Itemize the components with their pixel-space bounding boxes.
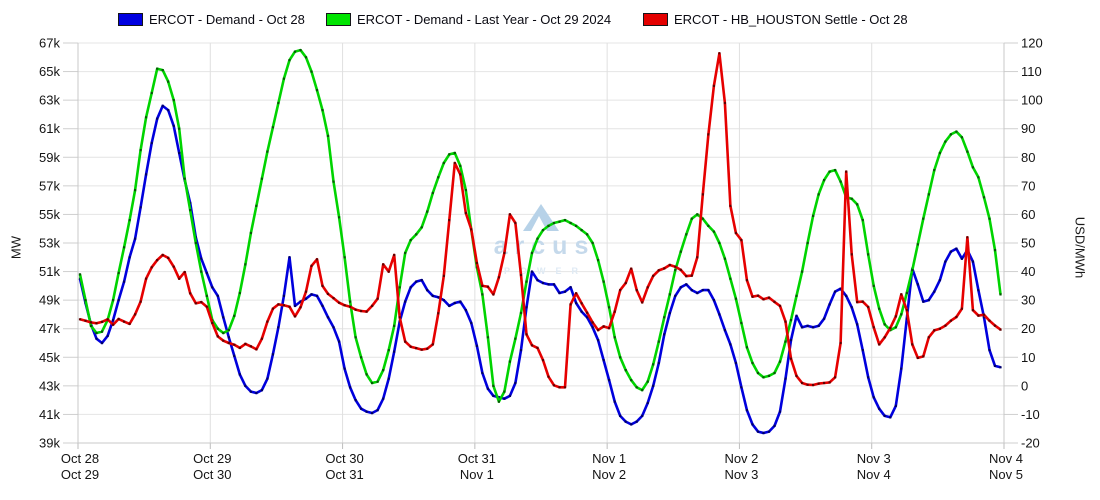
- x-axis-date-row2: Nov 3: [724, 467, 758, 482]
- x-axis-date-row2: Oct 31: [325, 467, 363, 482]
- series-point-markers: [78, 104, 1002, 435]
- x-axis-date-row2: Nov 1: [460, 467, 494, 482]
- y-axis-tick-right: 10: [1021, 350, 1035, 365]
- y-axis-tick-left: 45k: [39, 350, 60, 365]
- y-axis-tick-right: -10: [1021, 407, 1040, 422]
- y-axis-tick-right: -20: [1021, 436, 1040, 451]
- legend-item-houston-settle[interactable]: ERCOT - HB_HOUSTON Settle - Oct 28: [643, 12, 908, 27]
- y-axis-tick-left: 65k: [39, 64, 60, 79]
- series-ercot-hb-houston-settle-oct-28: [78, 51, 1002, 389]
- y-axis-tick-right: 50: [1021, 236, 1035, 251]
- x-axis-date-row1: Oct 28: [61, 451, 99, 466]
- y-axis-tick-right: 60: [1021, 207, 1035, 222]
- x-axis-date-row2: Oct 30: [193, 467, 231, 482]
- x-axis-date-row1: Oct 29: [193, 451, 231, 466]
- y-axis-tick-right: 70: [1021, 178, 1035, 193]
- legend-label: ERCOT - Demand - Last Year - Oct 29 2024: [357, 12, 612, 27]
- legend-label: ERCOT - Demand - Oct 28: [149, 12, 305, 27]
- series-ercot-demand-oct-28: [78, 104, 1002, 435]
- y-axis-tick-left: 49k: [39, 293, 60, 308]
- x-axis-date-row2: Nov 2: [592, 467, 626, 482]
- y-axis-tick-right: 0: [1021, 378, 1028, 393]
- y-axis-tick-left: 67k: [39, 36, 60, 51]
- y-axis-tick-right: 90: [1021, 121, 1035, 136]
- y-axis-tick-right: 80: [1021, 150, 1035, 165]
- y-axis-tick-left: 61k: [39, 121, 60, 136]
- y-axis-tick-right: 30: [1021, 293, 1035, 308]
- series-swatch-blue-icon: [118, 13, 143, 26]
- y-axis-tick-right: 40: [1021, 264, 1035, 279]
- y-axis-tick-left: 47k: [39, 321, 60, 336]
- x-axis-date-row2: Nov 5: [989, 467, 1023, 482]
- legend-label: ERCOT - HB_HOUSTON Settle - Oct 28: [674, 12, 908, 27]
- y-axis-tick-left: 55k: [39, 207, 60, 222]
- x-axis-date-row1: Nov 4: [989, 451, 1023, 466]
- x-axis-date-row1: Oct 30: [325, 451, 363, 466]
- x-axis-date-row1: Nov 1: [592, 451, 626, 466]
- y-axis-tick-left: 41k: [39, 407, 60, 422]
- y-axis-tick-right: 100: [1021, 93, 1043, 108]
- y-axis-tick-left: 39k: [39, 436, 60, 451]
- series-swatch-red-icon: [643, 13, 668, 26]
- x-axis-date-row1: Nov 2: [724, 451, 758, 466]
- y-axis-tick-left: 53k: [39, 236, 60, 251]
- y-axis-tick-right: 20: [1021, 321, 1035, 336]
- y-axis-tick-left: 59k: [39, 150, 60, 165]
- x-axis-date-row1: Nov 3: [857, 451, 891, 466]
- series-line: [78, 104, 1001, 435]
- x-axis-date-row1: Oct 31: [458, 451, 496, 466]
- y-axis-tick-right: 110: [1021, 64, 1042, 79]
- x-axis-date-row2: Oct 29: [61, 467, 99, 482]
- y-axis-tick-left: 43k: [39, 378, 60, 393]
- legend-item-demand-oct28[interactable]: ERCOT - Demand - Oct 28: [118, 12, 305, 27]
- legend-item-demand-last-year[interactable]: ERCOT - Demand - Last Year - Oct 29 2024: [326, 12, 611, 27]
- y-axis-tick-left: 57k: [39, 178, 60, 193]
- y-axis-tick-right: 120: [1021, 36, 1043, 51]
- y-axis-tick-left: 51k: [39, 264, 60, 279]
- x-axis-date-row2: Nov 4: [857, 467, 891, 482]
- legend: ERCOT - Demand - Oct 28 ERCOT - Demand -…: [0, 0, 1100, 34]
- series-swatch-green-icon: [326, 13, 351, 26]
- gridlines-horizontal: 39k -20 41k -10 43k 0 45k 10 47k 20 49k 30 51k 40 53k 5…: [39, 36, 1043, 451]
- y-axis-tick-left: 63k: [39, 93, 60, 108]
